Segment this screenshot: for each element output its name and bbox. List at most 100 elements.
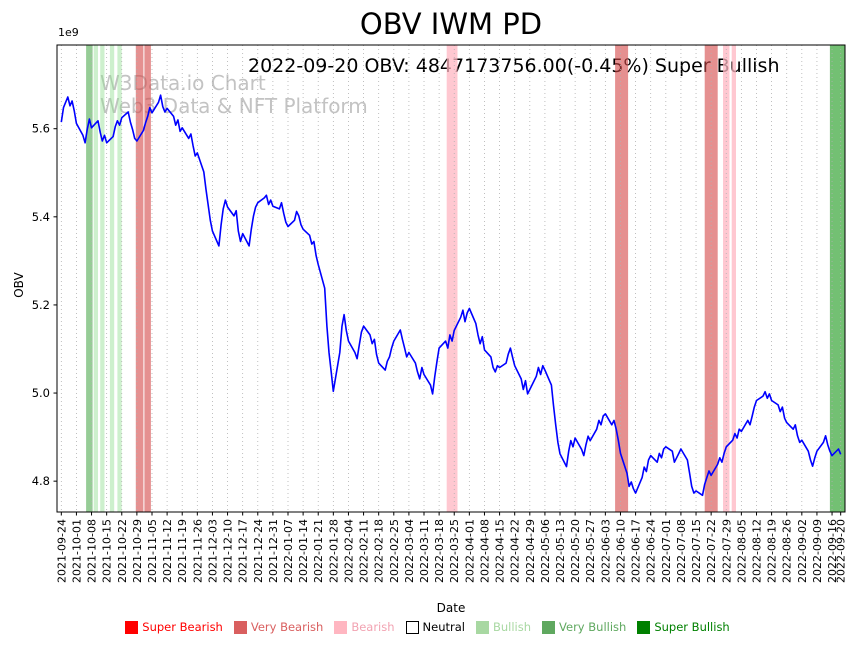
x-tick-label: 2022-07-01 — [660, 519, 673, 583]
x-tick-label: 2022-02-18 — [373, 519, 386, 583]
x-tick-label: 2022-08-26 — [781, 519, 794, 583]
x-tick-label: 2021-10-15 — [101, 519, 114, 583]
x-tick-label: 2021-12-10 — [222, 519, 235, 583]
x-tick-label: 2022-06-17 — [630, 519, 643, 583]
x-tick-label: 2022-08-12 — [750, 519, 763, 583]
legend-swatch — [637, 620, 651, 634]
signal-band-very-bearish — [144, 45, 151, 512]
signal-band-bullish — [93, 45, 98, 512]
x-axis-label: Date — [436, 601, 466, 615]
x-tick-label: 2022-01-14 — [297, 519, 310, 583]
legend-swatch — [233, 620, 247, 634]
x-tick-label: 2022-05-27 — [584, 519, 597, 583]
x-tick-label: 2022-02-04 — [342, 519, 355, 583]
x-tick-label: 2022-02-25 — [388, 519, 401, 583]
signal-band-bullish — [109, 45, 115, 512]
x-tick-label: 2022-09-16 — [826, 519, 839, 583]
x-tick-label: 2022-07-29 — [720, 519, 733, 583]
x-tick-label: 2021-09-24 — [55, 519, 68, 583]
x-tick-label: 2022-01-28 — [327, 519, 340, 583]
x-tick-label: 2022-03-18 — [433, 519, 446, 583]
x-tick-label: 2022-02-11 — [358, 519, 371, 583]
legend-item-super-bearish: Super Bearish — [125, 620, 223, 634]
x-tick-label: 2022-08-19 — [766, 519, 779, 583]
legend-label: Very Bearish — [250, 620, 324, 634]
legend-swatch — [542, 620, 556, 634]
x-tick-label: 2022-01-07 — [282, 519, 295, 583]
legend-swatch — [125, 620, 139, 634]
x-tick-label: 2021-10-08 — [86, 519, 99, 583]
legend-swatch — [405, 620, 419, 634]
x-tick-label: 2022-05-06 — [539, 519, 552, 583]
x-tick-label: 2021-10-29 — [131, 519, 144, 583]
legend-label: Very Bullish — [559, 620, 627, 634]
signal-band-bearish — [731, 45, 736, 512]
x-tick-label: 2022-03-25 — [448, 519, 461, 583]
legend-swatch — [334, 620, 348, 634]
signal-band-bearish — [723, 45, 730, 512]
signal-band-bullish — [100, 45, 105, 512]
x-tick-label: 2021-12-03 — [206, 519, 219, 583]
signal-band-very-bearish — [135, 45, 144, 512]
x-tick-label: 2022-01-21 — [312, 519, 325, 583]
x-tick-label: 2022-04-15 — [494, 519, 507, 583]
x-tick-label: 2022-06-03 — [599, 519, 612, 583]
plot-border — [56, 44, 846, 513]
x-tick-label: 2022-09-09 — [811, 519, 824, 583]
y-tick-label: 4.8 — [32, 474, 50, 488]
x-tick-label: 2022-06-10 — [614, 519, 627, 583]
chart-title: OBV IWM PD — [359, 7, 543, 41]
legend-swatch — [475, 620, 489, 634]
x-tick-label: 2022-07-22 — [705, 519, 718, 583]
signal-band-very-bearish — [615, 45, 629, 512]
y-axis-multiplier: 1e9 — [58, 26, 79, 39]
x-tick-label: 2022-07-15 — [690, 519, 703, 583]
x-tick-label: 2022-08-05 — [735, 519, 748, 583]
x-tick-label: 2021-12-17 — [237, 519, 250, 583]
x-tick-label: 2022-06-24 — [645, 519, 658, 583]
x-tick-label: 2022-03-11 — [418, 519, 431, 583]
x-tick-label: 2022-09-20 — [835, 519, 848, 583]
x-tick-label: 2021-11-26 — [191, 519, 204, 583]
x-tick-label: 2022-09-02 — [796, 519, 809, 583]
legend-label: Super Bearish — [142, 620, 223, 634]
legend-item-bullish: Bullish — [475, 620, 532, 634]
x-tick-label: 2021-12-24 — [252, 519, 265, 583]
legend-label: Super Bullish — [654, 620, 730, 634]
x-tick-label: 2022-05-20 — [569, 519, 582, 583]
signal-band-bearish — [446, 45, 458, 512]
signal-band-super-bullish — [829, 45, 845, 512]
legend-item-neutral: Neutral — [405, 620, 465, 634]
x-tick-label: 2021-11-12 — [161, 519, 174, 583]
legend-label: Bearish — [351, 620, 395, 634]
legend: Super Bearish Very Bearish Bearish Neutral B… — [0, 620, 855, 634]
signal-band-bullish — [117, 45, 122, 512]
x-tick-label: 2021-10-22 — [116, 519, 129, 583]
signal-band-very-bullish — [86, 45, 93, 512]
y-tick-label: 5.0 — [32, 386, 50, 400]
legend-item-bearish: Bearish — [334, 620, 395, 634]
y-tick-label: 5.6 — [32, 122, 50, 136]
chart-subtitle: 2022-09-20 OBV: 4847173756.00(-0.45%) Su… — [248, 55, 780, 77]
x-tick-label: 2022-04-01 — [463, 519, 476, 583]
legend-label: Neutral — [422, 620, 465, 634]
x-tick-label: 2022-04-22 — [509, 519, 522, 583]
x-tick-label: 2022-07-08 — [675, 519, 688, 583]
x-tick-label: 2022-04-08 — [478, 519, 491, 583]
x-tick-label: 2022-05-13 — [554, 519, 567, 583]
legend-item-super-bullish: Super Bullish — [637, 620, 730, 634]
x-tick-label: 2022-03-04 — [403, 519, 416, 583]
x-tick-label: 2021-12-31 — [267, 519, 280, 583]
x-tick-label: 2022-04-29 — [524, 519, 537, 583]
x-tick-label: 2021-10-01 — [70, 519, 83, 583]
x-tick-label: 2021-11-19 — [176, 519, 189, 583]
obv-line — [60, 94, 842, 497]
legend-label: Bullish — [492, 620, 532, 634]
x-tick-label: 2021-11-05 — [146, 519, 159, 583]
y-tick-label: 5.4 — [32, 210, 50, 224]
y-tick-label: 5.2 — [32, 298, 50, 312]
legend-item-very-bullish: Very Bullish — [542, 620, 626, 634]
legend-item-very-bearish: Very Bearish — [233, 620, 324, 634]
